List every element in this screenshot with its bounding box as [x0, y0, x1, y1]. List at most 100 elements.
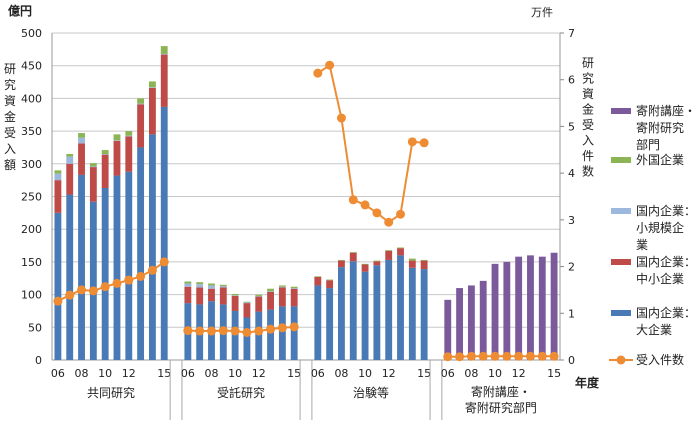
bar-segment	[444, 300, 451, 360]
bar-segment	[551, 253, 558, 360]
bar-segment	[196, 287, 203, 304]
count-point	[361, 200, 370, 209]
bar-segment	[137, 98, 144, 103]
bar-segment	[125, 136, 132, 137]
bar-segment	[220, 286, 227, 287]
right-axis-title-char: 件	[582, 149, 594, 163]
right-axis-title-char: 究	[582, 71, 594, 86]
legend-label: 中小企業	[636, 271, 684, 286]
right-tick-label: 4	[568, 167, 575, 180]
bar-segment	[208, 285, 215, 288]
right-tick-label: 7	[568, 27, 575, 40]
count-point	[491, 352, 500, 361]
left-tick-label: 0	[35, 354, 42, 367]
left-tick-label: 300	[21, 158, 42, 171]
bar-segment	[291, 306, 298, 360]
bar-segment	[492, 264, 499, 360]
bar-segment	[161, 55, 168, 107]
bar-segment	[184, 287, 191, 303]
bar-segment	[468, 285, 475, 360]
bar-segment	[362, 265, 369, 272]
count-point	[290, 322, 299, 331]
right-tick-label: 5	[568, 120, 575, 133]
right-axis-title-char: 研	[582, 56, 594, 70]
bar-segment	[326, 280, 333, 281]
bar-segment	[267, 289, 274, 292]
bar-segment	[54, 180, 61, 213]
bar-segment	[161, 46, 168, 54]
bar-segment	[279, 285, 286, 286]
bar-segment	[244, 303, 251, 317]
bar-segment	[409, 268, 416, 360]
count-point	[349, 195, 358, 204]
group-label: 治験等	[353, 385, 389, 400]
bar-segment	[114, 176, 121, 360]
bar-segment	[314, 285, 321, 360]
bar-segment	[208, 283, 215, 285]
left-tick-label: 200	[21, 223, 42, 236]
bar-segment	[54, 213, 61, 360]
count-point	[242, 328, 251, 337]
legend-label: 部門	[636, 137, 660, 152]
bar-segment	[255, 297, 262, 312]
count-line	[318, 65, 424, 222]
x-tick-label: 08	[334, 367, 348, 380]
count-point	[313, 69, 322, 78]
x-tick-label: 08	[75, 367, 89, 380]
count-point	[337, 114, 346, 123]
count-point	[136, 272, 145, 281]
x-tick-label: 06	[311, 367, 325, 380]
bar-segment	[314, 276, 321, 277]
bar-segment	[125, 136, 132, 171]
bar-segment	[184, 282, 191, 284]
bar-segment	[102, 154, 109, 155]
bar-segment	[267, 310, 274, 360]
bar-segment	[409, 261, 416, 268]
count-point	[101, 282, 110, 291]
bar-segment	[397, 248, 404, 255]
legend-swatch	[611, 108, 631, 114]
bar-segment	[220, 285, 227, 286]
count-point	[443, 352, 452, 361]
count-point	[408, 137, 417, 146]
bar-segment	[279, 306, 286, 360]
count-point	[124, 276, 133, 285]
bar-segment	[184, 283, 191, 286]
left-axis-title-char: 額	[4, 158, 16, 172]
x-tick-label: 15	[417, 367, 431, 380]
bar-segment	[373, 261, 380, 262]
bar-segment	[196, 282, 203, 284]
count-point	[278, 323, 287, 332]
bar-segment	[527, 255, 534, 360]
x-tick-label: 06	[181, 367, 195, 380]
bar-segment	[255, 295, 262, 296]
bar-segment	[149, 81, 156, 87]
bar-segment	[291, 288, 298, 289]
bar-segment	[244, 302, 251, 303]
bar-segment	[397, 248, 404, 249]
count-point	[231, 327, 240, 336]
bar-segment	[397, 255, 404, 360]
group-label: 寄附講座・	[471, 384, 531, 399]
count-point	[254, 327, 263, 336]
bar-segment	[66, 164, 73, 195]
right-tick-label: 0	[568, 354, 575, 367]
legend-swatch	[611, 310, 631, 316]
x-tick-label: 15	[157, 367, 171, 380]
group-label: 寄附研究部門	[465, 400, 537, 415]
count-point	[455, 352, 464, 361]
x-tick-label: 15	[287, 367, 301, 380]
right-axis-title-char: 入	[582, 134, 594, 148]
count-point	[526, 352, 535, 361]
count-point	[514, 352, 523, 361]
left-axis-title-char: 受	[4, 126, 16, 140]
bar-segment	[137, 147, 144, 360]
right-axis-title-char: 資	[582, 87, 594, 101]
bar-segment	[102, 150, 109, 154]
bar-segment	[279, 287, 286, 306]
left-tick-label: 450	[21, 60, 42, 73]
bar-segment	[208, 289, 215, 301]
bar-segment	[161, 107, 168, 360]
bar-segment	[102, 155, 109, 188]
